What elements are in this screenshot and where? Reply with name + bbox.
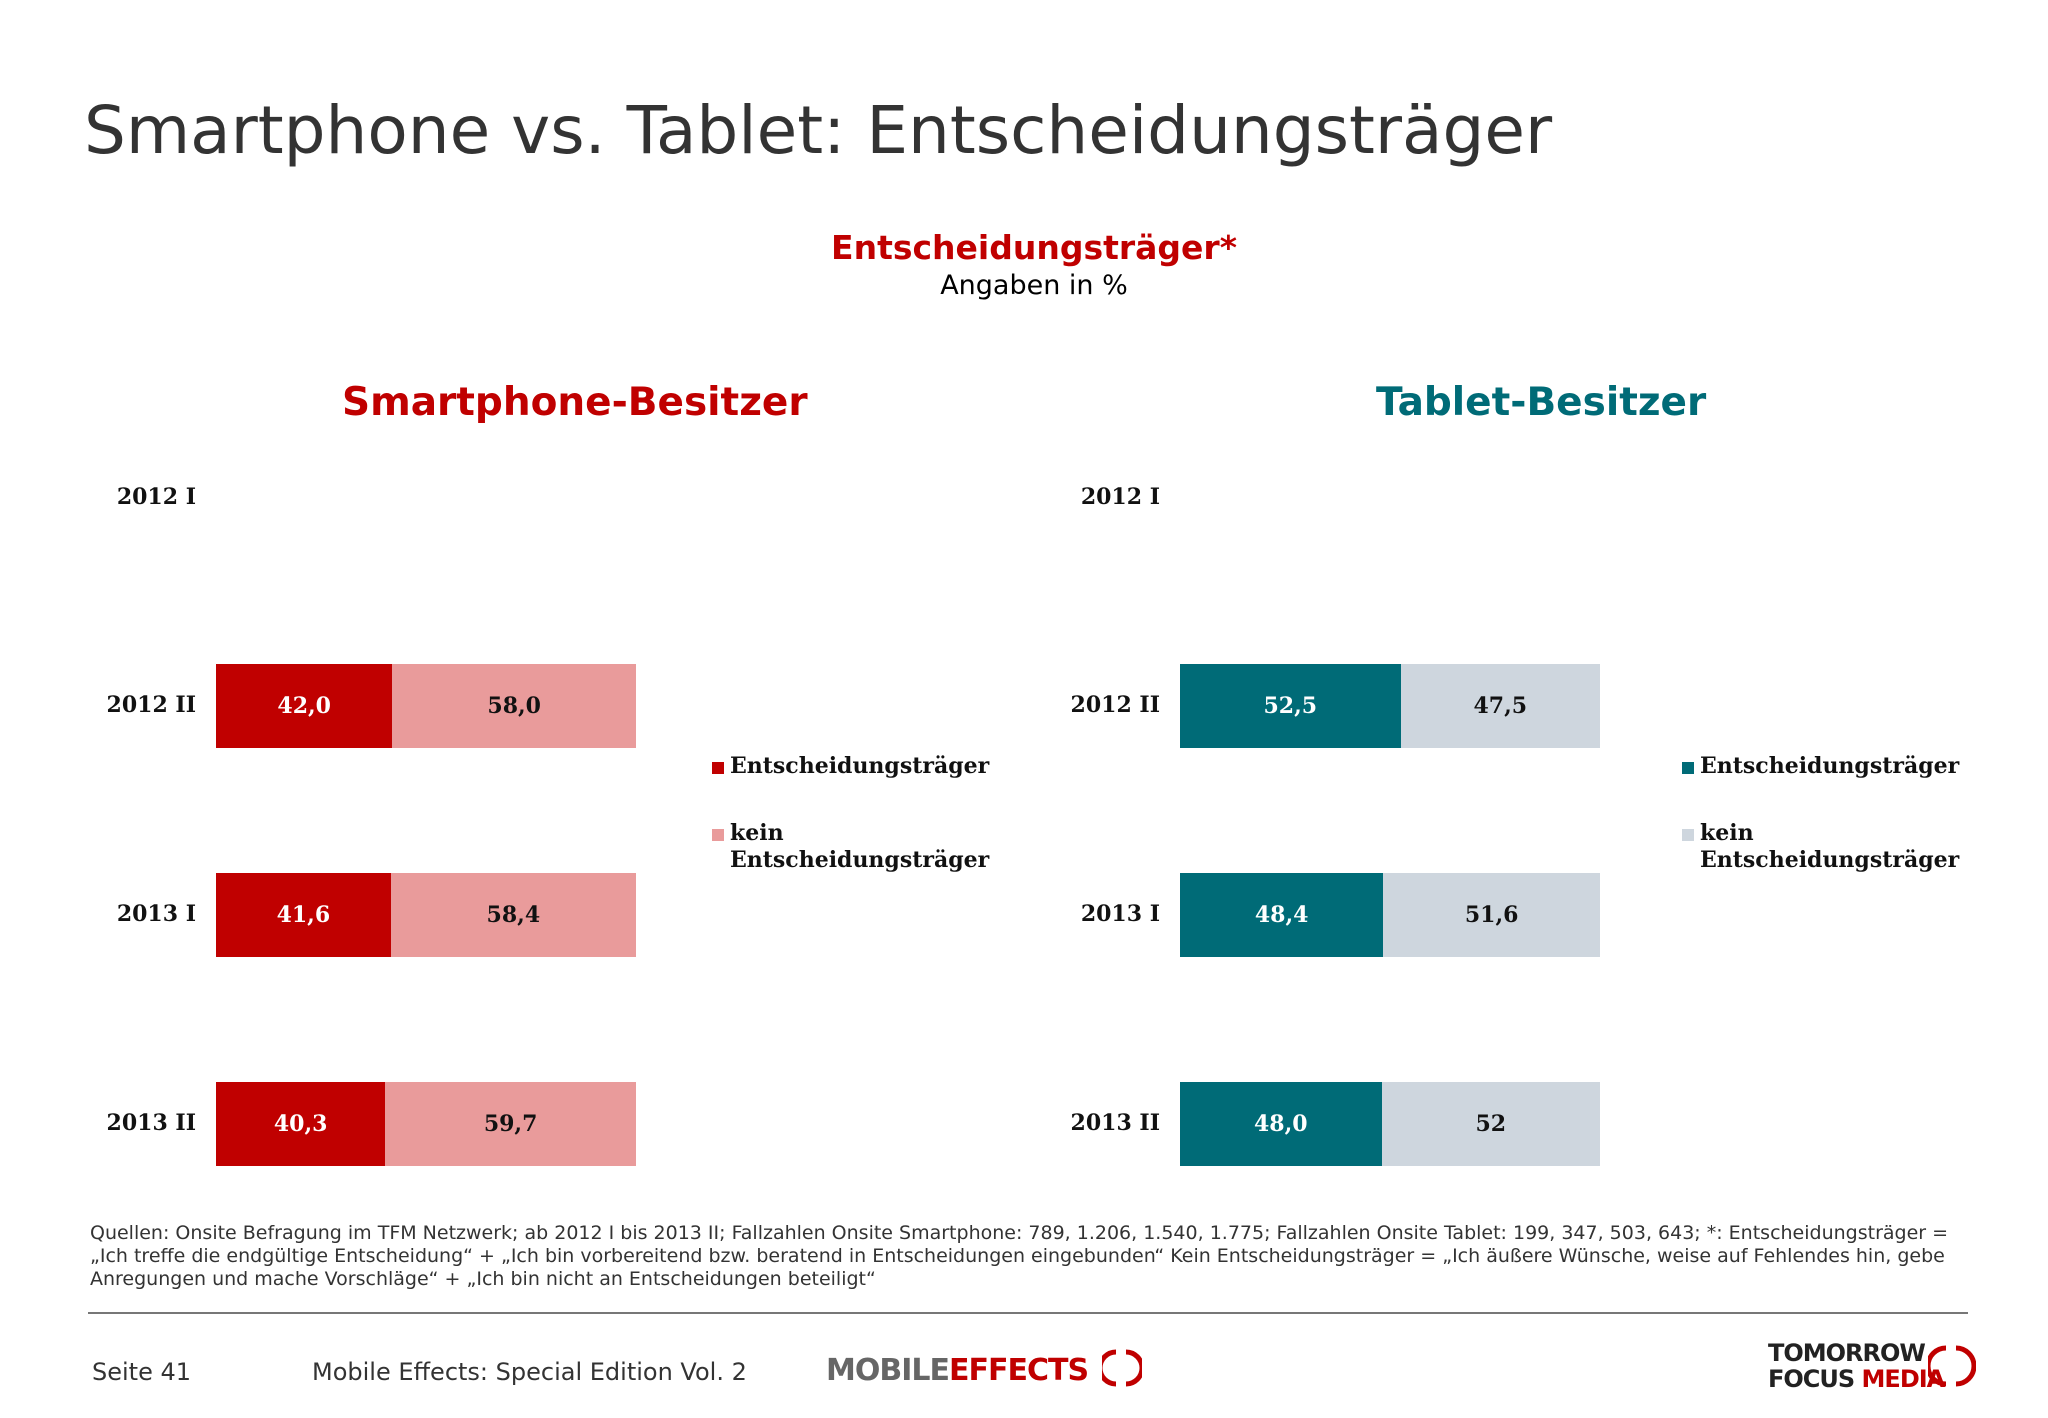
tablet-data-label: 52 [1475,1111,1507,1137]
tablet-bar-decision-makers: 52,5 [1180,664,1401,748]
tablet-legend-swatch-non-decision-makers [1682,829,1694,841]
mobile-effects-logo-word-2: EFFECTS [949,1353,1089,1388]
tablet-bar-non-decision-makers: 47,5 [1400,664,1600,748]
smartphone-bar-non-decision-makers: 59,7 [385,1082,636,1166]
smartphone-data-label: 40,3 [273,1111,328,1137]
smartphone-category-label: 2012 II [106,692,196,718]
smartphone-legend-label-line-2: Entscheidungsträger [730,847,990,873]
tablet-data-label: 52,5 [1263,693,1318,719]
tablet-bar-non-decision-makers: 51,6 [1383,873,1600,957]
smartphone-panel-title: Smartphone-Besitzer [342,380,808,425]
tomorrow-focus-media-logo: TOMORROW FOCUS MEDIA [1768,1339,1976,1393]
tablet-data-label: 51,6 [1464,902,1519,928]
smartphone-legend-label-non-decision-makers: kein Entscheidungsträger [730,820,990,874]
tablet-legend-label-line-1: kein [1700,820,1754,846]
tablet-data-label: 47,5 [1473,693,1528,719]
tablet-legend-label-line-2: Entscheidungsträger [1700,847,1960,873]
tablet-category-label: 2012 II [1070,692,1160,718]
mobile-effects-logo-mark-icon [1097,1349,1145,1387]
tablet-legend-label-decision-makers: Entscheidungsträger [1700,753,1960,779]
smartphone-bar-non-decision-makers: 58,0 [392,664,636,748]
tfm-logo-mark-icon [1928,1345,1976,1387]
chart-subtitle: Angaben in % [940,270,1128,301]
tablet-bar-non-decision-makers: 52 [1381,1082,1600,1166]
smartphone-legend-swatch-decision-makers [712,762,724,774]
smartphone-bar-decision-makers: 40,3 [216,1082,386,1166]
smartphone-category-label: 2012 I [116,484,196,510]
tablet-legend-label-non-decision-makers: kein Entscheidungsträger [1700,820,1960,874]
tablet-panel: Tablet-Besitzer 2012 I 2012 II 2013 I 2013 … [1070,380,1960,1166]
tablet-bar-decision-makers: 48,0 [1180,1082,1382,1166]
tfm-logo-line-2: FOCUS MEDIA [1768,1365,1945,1393]
sources-note: Quellen: Onsite Befragung im TFM Netzwer… [90,1222,1949,1290]
mobile-effects-logo-word-1: MOBILE [826,1353,950,1388]
smartphone-legend-swatch-non-decision-makers [712,829,724,841]
smartphone-legend-label-decision-makers: Entscheidungsträger [730,753,990,779]
tablet-data-label: 48,0 [1254,1111,1308,1137]
tablet-category-label: 2012 I [1080,484,1160,510]
mobile-effects-logo: MOBILEEFFECTS [826,1348,1145,1388]
footer-edition: Mobile Effects: Special Edition Vol. 2 [312,1358,747,1386]
smartphone-data-label: 58,0 [487,693,541,719]
chart-title: Entscheidungsträger* [831,228,1237,267]
page-title: Smartphone vs. Tablet: Entscheidungsträg… [84,92,1553,169]
tablet-bar-decision-makers: 48,4 [1180,873,1384,957]
tablet-category-label: 2013 I [1080,901,1160,927]
smartphone-data-label: 58,4 [486,902,541,928]
tablet-legend-swatch-decision-makers [1682,762,1694,774]
smartphone-data-label: 41,6 [276,902,331,928]
smartphone-bar-decision-makers: 41,6 [216,873,391,957]
tablet-data-label: 48,4 [1254,902,1309,928]
smartphone-panel: Smartphone-Besitzer 2012 I 2012 II 2013 I 2… [0,0,1024,1200]
smartphone-data-label: 59,7 [483,1111,538,1137]
smartphone-bar-non-decision-makers: 58,4 [390,873,636,957]
smartphone-category-label: 2013 I [116,901,196,927]
smartphone-legend-label-line-1: kein [730,820,784,846]
footer-divider [88,1312,1968,1314]
smartphone-bar-decision-makers: 42,0 [216,664,393,748]
tablet-panel-title: Tablet-Besitzer [1376,380,1707,425]
tfm-logo-line-1: TOMORROW [1768,1339,1926,1367]
page-number: Seite 41 [92,1358,192,1386]
smartphone-category-label: 2013 II [106,1110,196,1136]
tfm-logo-focus: FOCUS [1768,1365,1855,1393]
smartphone-data-label: 42,0 [277,693,331,719]
tablet-category-label: 2013 II [1070,1110,1160,1136]
